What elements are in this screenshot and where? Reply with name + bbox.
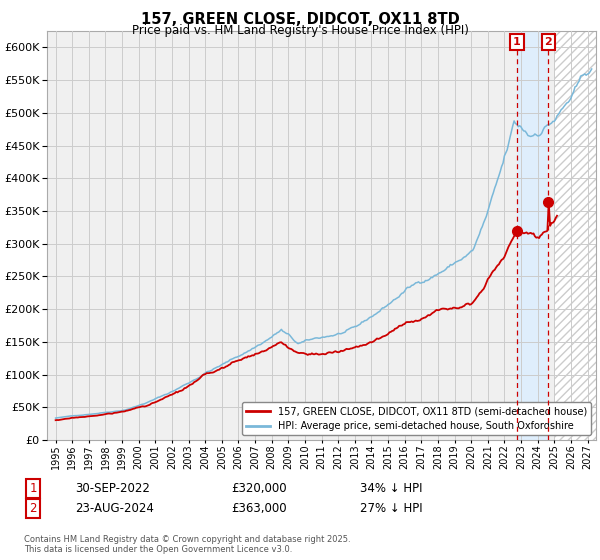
Text: 34% ↓ HPI: 34% ↓ HPI <box>360 482 422 495</box>
Text: 2: 2 <box>29 502 37 515</box>
Text: £320,000: £320,000 <box>231 482 287 495</box>
Text: 2: 2 <box>544 37 552 47</box>
Text: 1: 1 <box>513 37 521 47</box>
Text: Contains HM Land Registry data © Crown copyright and database right 2025.
This d: Contains HM Land Registry data © Crown c… <box>24 535 350 554</box>
Bar <box>554 31 596 440</box>
Text: 23-AUG-2024: 23-AUG-2024 <box>75 502 154 515</box>
Text: Price paid vs. HM Land Registry's House Price Index (HPI): Price paid vs. HM Land Registry's House … <box>131 24 469 36</box>
Legend: 157, GREEN CLOSE, DIDCOT, OX11 8TD (semi-detached house), HPI: Average price, se: 157, GREEN CLOSE, DIDCOT, OX11 8TD (semi… <box>242 403 591 435</box>
Text: 27% ↓ HPI: 27% ↓ HPI <box>360 502 422 515</box>
Text: 30-SEP-2022: 30-SEP-2022 <box>75 482 150 495</box>
Text: 157, GREEN CLOSE, DIDCOT, OX11 8TD: 157, GREEN CLOSE, DIDCOT, OX11 8TD <box>140 12 460 27</box>
Bar <box>517 31 548 440</box>
Text: £363,000: £363,000 <box>231 502 287 515</box>
Bar <box>554 31 596 440</box>
Text: 1: 1 <box>29 482 37 495</box>
